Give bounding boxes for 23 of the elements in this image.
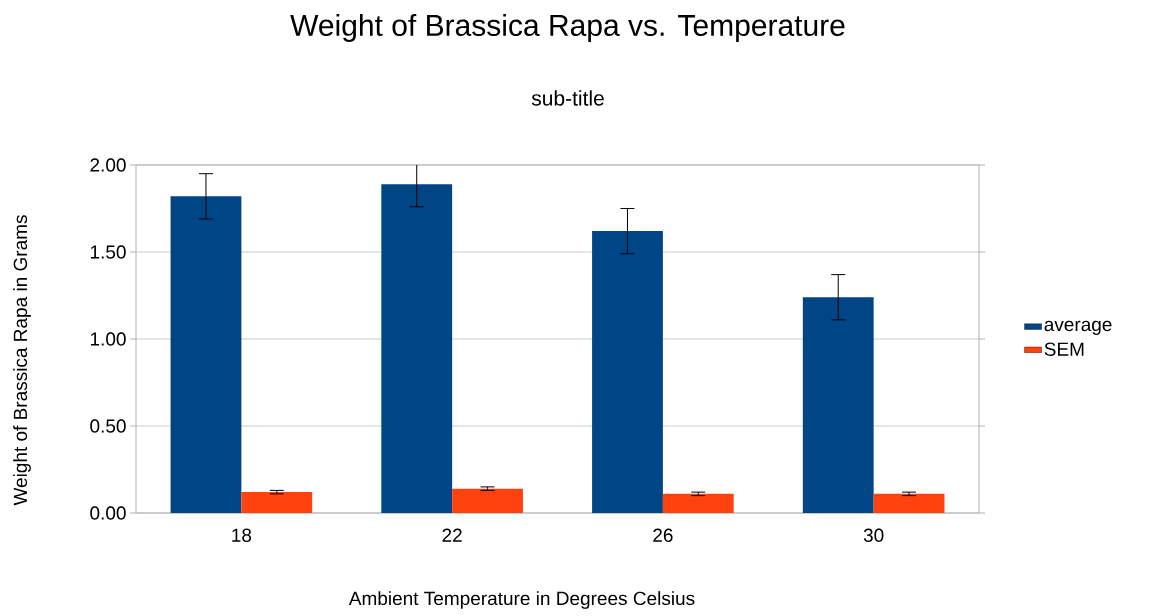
bar <box>170 196 242 513</box>
chart-subtitle: sub-title <box>531 90 604 106</box>
y-tick-label: 0.50 <box>90 419 126 433</box>
x-tick-label: 30 <box>863 528 884 542</box>
y-axis-title: Weight of Brassica Rapa in Grams <box>13 215 31 506</box>
legend-label: SEM <box>1044 342 1084 356</box>
x-tick-label: 26 <box>653 528 673 542</box>
bar <box>241 492 313 513</box>
bar <box>662 493 734 513</box>
y-tick-label: 1.50 <box>90 245 126 259</box>
chart-title: Weight of Brassica Rapa vs. Temperature <box>290 14 845 42</box>
x-tick-label: 22 <box>442 528 462 542</box>
x-tick-label: 18 <box>232 528 252 542</box>
x-axis-title: Ambient Temperature in Degrees Celsius <box>348 591 695 609</box>
bar <box>802 297 874 513</box>
y-tick-label: 0.00 <box>90 506 126 520</box>
legend-label: average <box>1044 320 1112 335</box>
y-tick-label: 1.00 <box>90 332 126 346</box>
bar <box>381 184 453 513</box>
y-tick-label: 2.00 <box>90 158 126 172</box>
bar <box>873 493 945 513</box>
bar <box>592 231 663 513</box>
bar <box>452 488 523 513</box>
